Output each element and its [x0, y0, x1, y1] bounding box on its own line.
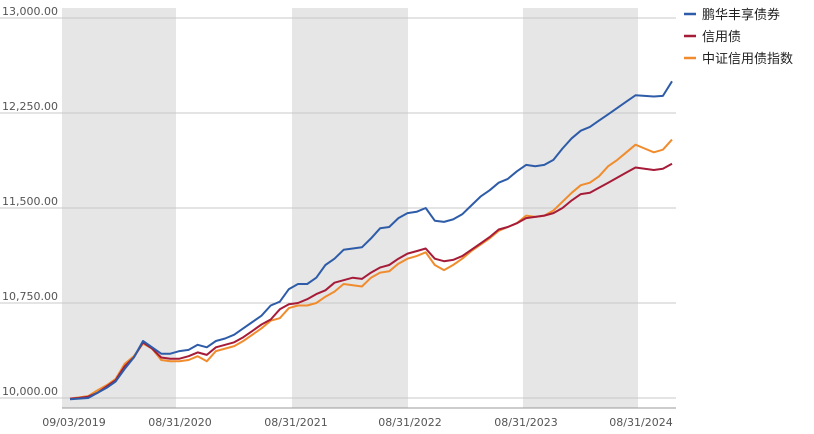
x-tick-label: 08/31/2024: [609, 416, 672, 429]
x-tick-label: 08/31/2023: [494, 416, 557, 429]
x-tick-label: 08/31/2022: [378, 416, 441, 429]
series-line-0: [69, 80, 673, 401]
y-tick-label: 11,500.00: [2, 195, 58, 208]
series-lines: [69, 80, 673, 401]
series-line-2: [69, 138, 673, 400]
x-axis: 09/03/2019 08/31/2020 08/31/2021 08/31/2022…: [42, 407, 676, 429]
y-tick-label: 10,000.00: [2, 385, 58, 398]
y-tick-label: 13,000.00: [2, 5, 58, 18]
y-tick-label: 10,750.00: [2, 290, 58, 303]
x-tick-label: 09/03/2019: [42, 416, 105, 429]
y-tick-label: 12,250.00: [2, 100, 58, 113]
x-tick-label: 08/31/2021: [264, 416, 327, 429]
y-axis: 13,000.00 12,250.00 11,500.00 10,750.00 10,0…: [2, 5, 58, 398]
series-line-1: [69, 162, 673, 400]
legend-label: 信用债: [702, 30, 741, 45]
x-tick-label: 08/31/2020: [148, 416, 211, 429]
legend-label: 中证信用债指数: [702, 52, 793, 67]
legend-label: 鹏华丰享债券: [702, 7, 780, 23]
